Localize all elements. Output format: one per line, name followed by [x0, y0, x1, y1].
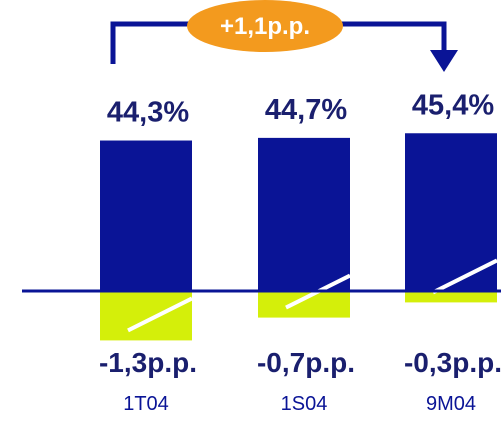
- value-bar: [100, 140, 192, 291]
- value-bar: [258, 137, 350, 291]
- value-label: 44,7%: [265, 94, 347, 126]
- delta-bar-stripe: [432, 258, 498, 295]
- value-label: 44,3%: [107, 97, 189, 129]
- delta-bar: [258, 291, 350, 318]
- value-bar: [405, 133, 497, 291]
- delta-badge-shape: [187, 0, 343, 52]
- delta-badge: +1,1p.p.: [187, 0, 343, 52]
- delta-label: -1,3p.p.: [99, 347, 197, 378]
- delta-bar: [405, 291, 497, 303]
- delta-arrow-head: [430, 50, 458, 72]
- delta-badge-text: +1,1p.p.: [220, 13, 310, 40]
- delta-bar: [100, 291, 192, 341]
- category-label: 9M04: [426, 393, 476, 415]
- category-label: 1S04: [281, 393, 328, 415]
- value-label: 45,4%: [412, 89, 494, 121]
- delta-label: -0,7p.p.: [257, 347, 355, 378]
- category-label: 1T04: [123, 393, 169, 415]
- delta-bar-stripe: [127, 296, 193, 333]
- delta-label: -0,3p.p.: [404, 347, 501, 378]
